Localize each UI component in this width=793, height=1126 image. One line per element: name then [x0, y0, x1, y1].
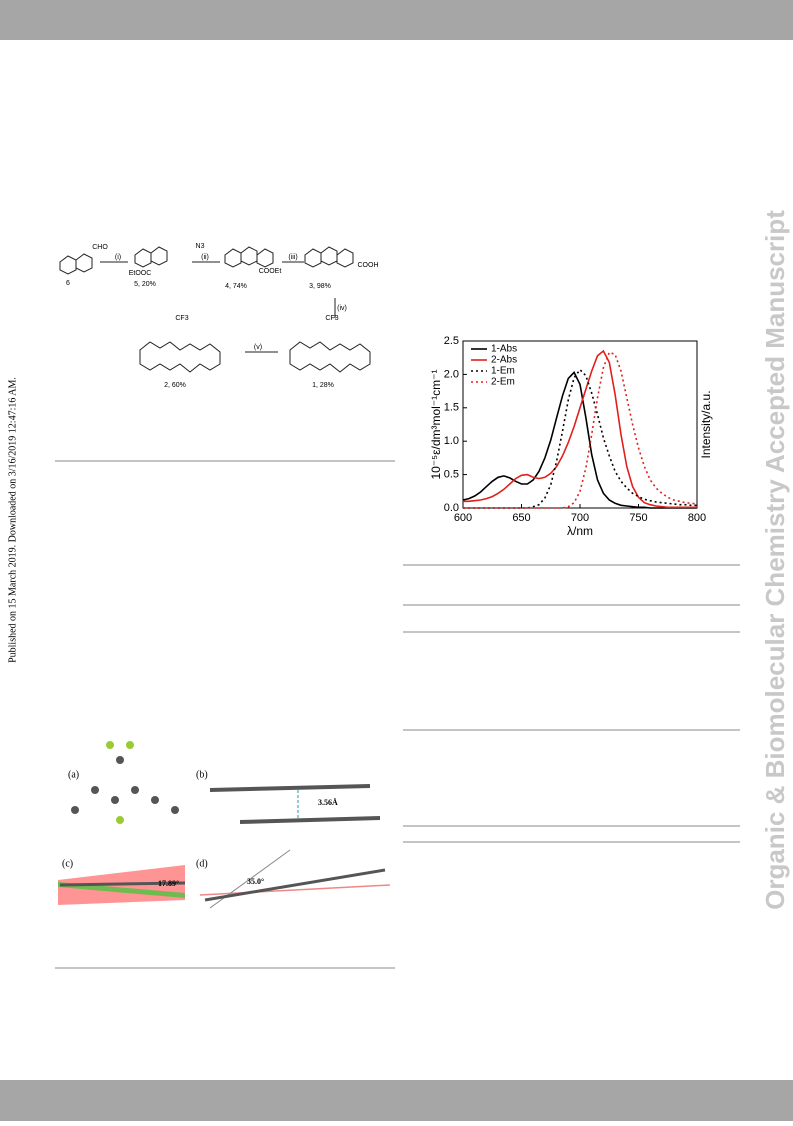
- x-tick-label: 600: [454, 512, 472, 524]
- scheme-label: (v): [254, 344, 262, 351]
- series-line: [463, 349, 697, 509]
- x-tick-label: 700: [571, 512, 589, 524]
- series-line: [462, 371, 697, 509]
- figure-label: (b): [196, 769, 208, 780]
- top-bar: [0, 0, 793, 40]
- side-note: Published on 15 March 2019. Downloaded o…: [7, 377, 18, 663]
- figure-label: 3.56Å: [318, 798, 338, 807]
- x-tick-label: 750: [629, 512, 647, 524]
- scheme-label: 2, 60%: [164, 382, 186, 389]
- watermark: Organic & Biomolecular Chemistry Accepte…: [760, 210, 790, 910]
- scheme-label: COOH: [358, 262, 379, 269]
- scheme-label: (iii): [288, 254, 297, 261]
- scheme-label: 6: [66, 280, 70, 287]
- scheme-label: 1, 28%: [312, 382, 334, 389]
- scheme-label: EtOOC: [129, 270, 152, 277]
- scheme-drawing: [59, 246, 371, 373]
- y-tick-label: 1.5: [444, 402, 459, 414]
- legend-label: 2-Em: [491, 377, 515, 388]
- series-line: [463, 351, 698, 509]
- figure-label: (c): [62, 858, 73, 869]
- scheme-label: COOEt: [259, 268, 282, 275]
- figure-label: 35.0°: [247, 877, 264, 886]
- scheme-label: 5, 20%: [134, 281, 156, 288]
- scheme-label: 4, 74%: [225, 283, 247, 290]
- y-tick-label: 2.0: [444, 368, 459, 380]
- x-tick-label: 650: [512, 512, 530, 524]
- scheme-label: (i): [115, 254, 121, 261]
- chart-frame: [425, 330, 713, 542]
- scheme-label: (iv): [337, 305, 347, 312]
- y-tick-label: 2.5: [444, 335, 459, 347]
- scheme-label: CHO: [92, 244, 108, 251]
- scheme-label: 3, 98%: [309, 283, 331, 290]
- legend-label: 2-Abs: [491, 355, 517, 366]
- y-tick-label: 1.0: [444, 435, 459, 447]
- y-axis-label: 10⁻⁵ε/dm³mol⁻¹cm⁻¹: [429, 369, 443, 479]
- legend-label: 1-Abs: [491, 344, 517, 355]
- scheme-label: CF3: [325, 315, 338, 322]
- y-tick-label: 0.5: [444, 469, 459, 481]
- y-tick-label: 0.0: [444, 502, 459, 514]
- scheme-label: CF3: [175, 315, 188, 322]
- bottom-bar: [0, 1080, 793, 1121]
- x-axis-label: λ/nm: [567, 524, 593, 538]
- x-tick-label: 800: [688, 512, 706, 524]
- scheme-label: N3: [196, 243, 205, 250]
- figure-label: (d): [196, 858, 208, 869]
- rules: [55, 460, 740, 969]
- y2-axis-label: Intensity/a.u.: [699, 390, 713, 458]
- figure-label: (a): [68, 769, 79, 780]
- legend-label: 1-Em: [491, 366, 515, 377]
- scheme-label: (ii): [201, 254, 209, 261]
- crystal-figure: [58, 741, 391, 909]
- figure-label: 17.89°: [158, 879, 179, 888]
